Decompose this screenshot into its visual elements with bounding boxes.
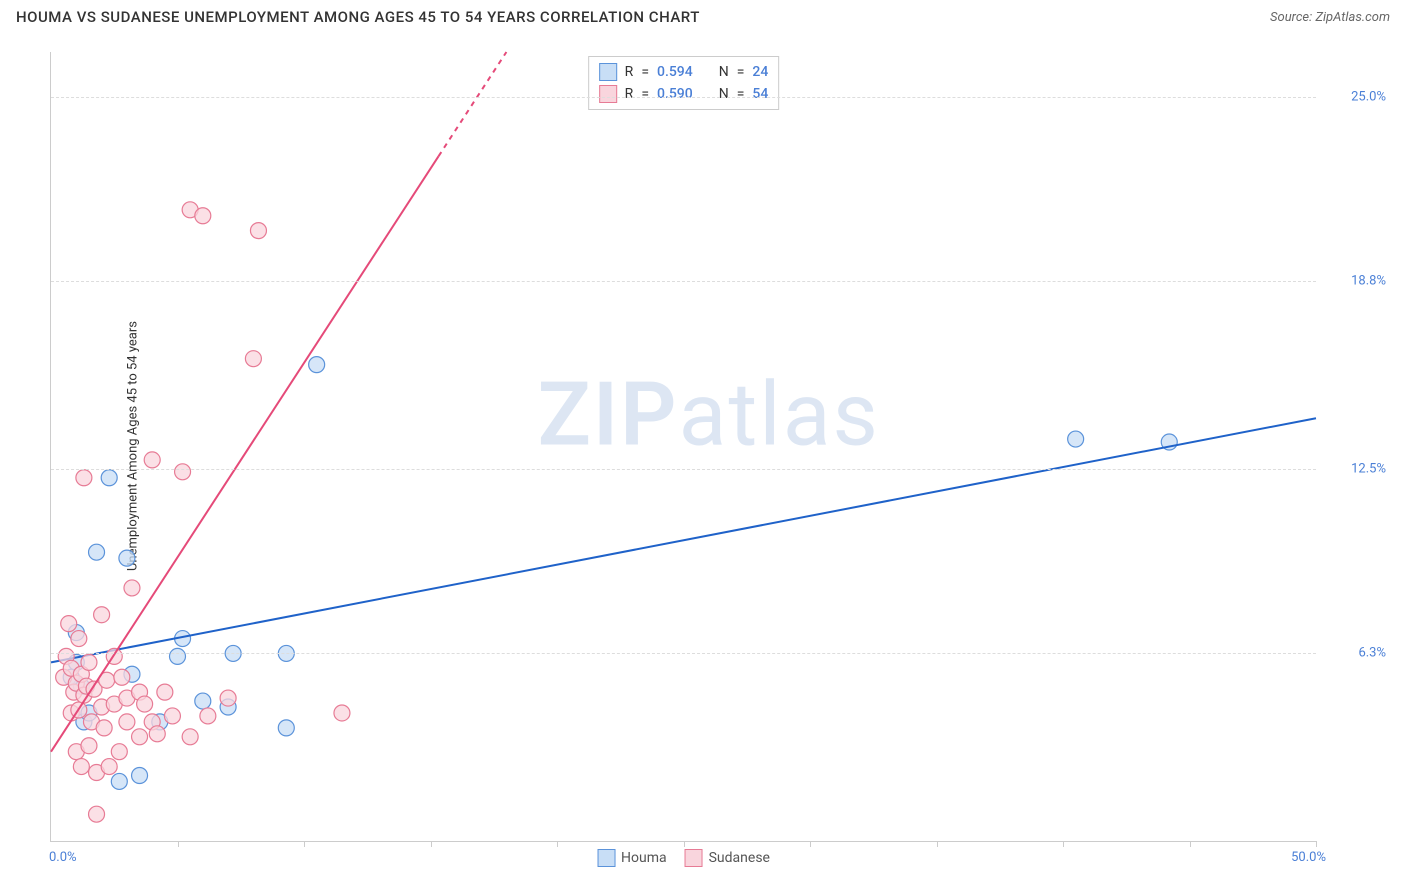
scatter-point <box>334 705 350 721</box>
scatter-point <box>81 654 97 670</box>
eq: = <box>641 86 649 102</box>
x-axis-max-label: 50.0% <box>1291 850 1326 865</box>
n-value: 54 <box>752 86 768 102</box>
scatter-point <box>149 726 165 742</box>
scatter-point <box>114 669 130 685</box>
correlation-legend: R = 0.594 N = 24 R = 0.590 N = 54 <box>588 56 780 110</box>
y-tick-label: 25.0% <box>1351 89 1386 104</box>
scatter-point <box>245 351 261 367</box>
x-tick <box>684 841 685 847</box>
r-label: R <box>625 86 634 102</box>
source-name: ZipAtlas.com <box>1315 10 1390 25</box>
scatter-point <box>309 357 325 373</box>
scatter-point <box>111 744 127 760</box>
scatter-point <box>71 631 87 647</box>
correlation-legend-row: R = 0.590 N = 54 <box>599 83 769 105</box>
x-tick <box>431 841 432 847</box>
scatter-point <box>81 738 97 754</box>
gridline <box>51 281 1316 282</box>
source-prefix: Source: <box>1270 10 1315 25</box>
chart-plot-area: ZIPatlas R=0.594N=24R=0.590N=54 0.0% 50.… <box>50 52 1316 842</box>
gridline <box>51 653 1316 654</box>
scatter-point <box>195 208 211 224</box>
scatter-point <box>220 690 236 706</box>
eq: = <box>641 64 649 80</box>
x-tick <box>1190 841 1191 847</box>
eq: = <box>737 64 745 80</box>
scatter-point <box>278 720 294 736</box>
legend-item: Sudanese <box>685 849 770 867</box>
eq: = <box>737 86 745 102</box>
scatter-point <box>132 767 148 783</box>
scatter-point <box>164 708 180 724</box>
x-tick <box>1316 841 1317 847</box>
gridline <box>51 97 1316 98</box>
x-tick <box>557 841 558 847</box>
scatter-point <box>96 720 112 736</box>
scatter-point <box>89 544 105 560</box>
legend-swatch <box>599 85 617 103</box>
x-tick <box>1063 841 1064 847</box>
scatter-point <box>170 648 186 664</box>
scatter-point <box>175 464 191 480</box>
scatter-point <box>61 616 77 632</box>
legend-swatch <box>685 849 703 867</box>
scatter-point <box>1068 431 1084 447</box>
scatter-point <box>132 729 148 745</box>
source-attribution: Source: ZipAtlas.com <box>1270 10 1390 25</box>
n-value: 24 <box>752 64 768 80</box>
r-label: R <box>625 64 634 80</box>
scatter-point <box>101 470 117 486</box>
chart-title: HOUMA VS SUDANESE UNEMPLOYMENT AMONG AGE… <box>16 8 700 26</box>
x-axis-min-label: 0.0% <box>49 850 77 865</box>
scatter-point <box>119 714 135 730</box>
scatter-point <box>111 773 127 789</box>
scatter-point <box>119 550 135 566</box>
scatter-point <box>157 684 173 700</box>
scatter-svg <box>51 52 1316 841</box>
legend-item: Houma <box>597 849 667 867</box>
y-tick-label: 6.3% <box>1358 646 1386 661</box>
legend-label: Houma <box>621 850 667 866</box>
legend-label: Sudanese <box>709 850 770 866</box>
scatter-point <box>89 806 105 822</box>
scatter-point <box>250 223 266 239</box>
scatter-point <box>124 580 140 596</box>
x-tick <box>304 841 305 847</box>
y-tick-label: 12.5% <box>1351 461 1386 476</box>
correlation-legend-row: R = 0.594 N = 24 <box>599 61 769 83</box>
regression-line-dashed <box>439 52 507 156</box>
series-legend: Houma Sudanese <box>597 849 770 867</box>
gridline <box>51 469 1316 470</box>
scatter-point <box>200 708 216 724</box>
scatter-point <box>182 729 198 745</box>
scatter-point <box>94 607 110 623</box>
n-label: N <box>719 86 729 102</box>
y-tick-label: 18.8% <box>1351 274 1386 289</box>
scatter-point <box>73 759 89 775</box>
scatter-point <box>101 759 117 775</box>
legend-swatch <box>599 63 617 81</box>
n-label: N <box>719 64 729 80</box>
regression-line <box>51 418 1316 662</box>
scatter-point <box>144 452 160 468</box>
regression-line <box>51 156 439 751</box>
scatter-point <box>195 693 211 709</box>
scatter-point <box>137 696 153 712</box>
legend-swatch <box>597 849 615 867</box>
scatter-point <box>76 470 92 486</box>
r-value: 0.590 <box>657 86 693 102</box>
r-value: 0.594 <box>657 64 693 80</box>
x-tick <box>937 841 938 847</box>
x-tick <box>810 841 811 847</box>
x-tick <box>178 841 179 847</box>
